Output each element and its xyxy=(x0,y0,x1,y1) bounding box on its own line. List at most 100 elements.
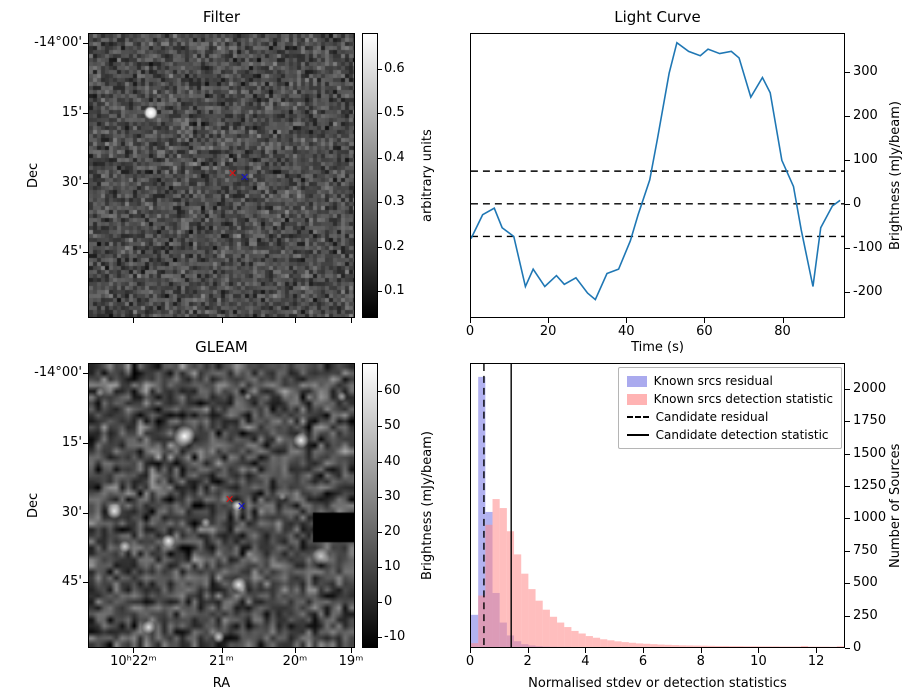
gleam-colorbar-label: Brightness (mJy/beam) xyxy=(420,431,435,580)
tick-mark xyxy=(782,318,784,323)
y-tick-label: 2000 xyxy=(853,380,887,396)
tick-mark xyxy=(221,648,223,653)
dec-tick-label: 30' xyxy=(61,174,82,190)
candidate-marker-red-x: ✕ xyxy=(228,167,238,180)
tick-mark xyxy=(845,518,850,520)
filter-image-plot: ✕ ✕ xyxy=(88,33,355,318)
gleam-sky-image xyxy=(89,364,354,647)
tick-mark xyxy=(294,318,296,323)
tick-mark xyxy=(527,648,529,653)
filter-noise-image xyxy=(89,34,354,317)
tick-mark xyxy=(378,157,382,159)
x-tick-label: 12 xyxy=(807,654,825,669)
tick-mark xyxy=(83,512,88,514)
tick-mark xyxy=(133,648,135,653)
tick-mark xyxy=(378,602,382,604)
tick-mark xyxy=(83,182,88,184)
tick-mark xyxy=(378,291,382,293)
y-tick-label: 750 xyxy=(853,542,878,558)
histogram-x-axis-label: Normalised stdev or detection statistics xyxy=(528,676,787,691)
tick-mark xyxy=(845,648,850,649)
legend-label-candidate-detection: Candidate detection statistic xyxy=(655,428,829,442)
tick-mark xyxy=(83,252,88,254)
legend-dashed-line-icon xyxy=(626,416,649,418)
dec-tick-label: 15' xyxy=(61,434,82,450)
x-tick-label: 10 xyxy=(750,654,767,669)
y-tick-label: 250 xyxy=(853,607,878,623)
tick-mark xyxy=(816,648,818,653)
tick-mark xyxy=(845,615,850,617)
y-tick-label: 0 xyxy=(853,196,862,211)
dec-tick-label: 30' xyxy=(61,504,82,520)
tick-mark xyxy=(845,583,850,585)
legend-item-known-detection: Known srcs detection statistic xyxy=(626,392,833,406)
y-tick-label: 300 xyxy=(853,64,878,80)
colorbar-tick-label: 0.2 xyxy=(384,238,405,254)
tick-mark xyxy=(350,648,352,653)
colorbar-tick-label: 30 xyxy=(384,488,401,504)
tick-mark xyxy=(845,388,850,390)
x-tick-label: 80 xyxy=(774,324,791,339)
colorbar-tick-label: 0.6 xyxy=(384,60,405,76)
legend-patch-detection-icon xyxy=(626,393,647,405)
x-tick-label: 8 xyxy=(696,654,705,669)
candidate-marker-blue-x: ✕ xyxy=(240,171,250,184)
colorbar-tick-label: 0 xyxy=(384,594,393,610)
filter-title: Filter xyxy=(202,8,241,26)
tick-mark xyxy=(83,582,88,584)
tick-mark xyxy=(378,426,382,428)
candidate-marker-blue-x: ✕ xyxy=(237,500,247,513)
tick-mark xyxy=(700,648,702,653)
tick-mark xyxy=(83,112,88,114)
hist-plot-svg xyxy=(471,364,844,647)
tick-mark xyxy=(83,42,88,44)
tick-mark xyxy=(845,72,850,74)
x-tick-label: 60 xyxy=(696,324,713,339)
x-tick-label: 4 xyxy=(581,654,590,669)
tick-mark xyxy=(378,637,382,639)
x-tick-label: 0 xyxy=(465,654,475,669)
legend-patch-residual-icon xyxy=(626,375,647,387)
x-tick-label: 40 xyxy=(617,324,635,339)
tick-mark xyxy=(845,291,850,293)
y-tick-label: -100 xyxy=(853,239,883,255)
tick-mark xyxy=(378,391,382,393)
tick-mark xyxy=(758,648,760,653)
light-curve-title: Light Curve xyxy=(614,8,701,26)
tick-mark xyxy=(643,648,645,653)
y-tick-label: 1500 xyxy=(853,445,887,461)
ra-tick-label: 20ᵐ xyxy=(282,654,308,669)
tick-mark xyxy=(585,648,587,653)
dec-tick-label: 45' xyxy=(61,244,82,260)
tick-mark xyxy=(378,68,382,70)
tick-mark xyxy=(378,202,382,204)
colorbar-tick-label: 20 xyxy=(384,523,401,539)
light-curve-plot xyxy=(470,33,845,318)
colorbar-tick-label: 0.5 xyxy=(384,105,405,121)
y-tick-label: 1000 xyxy=(853,510,887,526)
y-tick-label: 500 xyxy=(853,575,878,591)
light-curve-x-axis-label: Time (s) xyxy=(631,340,684,355)
filter-colorbar xyxy=(362,33,378,318)
legend-label-known-residual: Known srcs residual xyxy=(653,374,773,388)
dec-tick-label: -14°00' xyxy=(34,34,82,50)
y-tick-label: 1750 xyxy=(853,413,887,429)
tick-mark xyxy=(845,550,850,552)
tick-mark xyxy=(133,318,135,323)
tick-mark xyxy=(83,372,88,374)
y-tick-label: 100 xyxy=(853,152,878,168)
ra-tick-label: 21ᵐ xyxy=(209,654,234,669)
x-tick-label: 0 xyxy=(465,324,475,339)
colorbar-tick-label: 40 xyxy=(384,453,401,469)
tick-mark xyxy=(548,318,550,323)
tick-mark xyxy=(378,246,382,248)
dec-tick-label: 15' xyxy=(61,104,82,120)
light-curve-y-axis-label: Brightness (mJy/beam) xyxy=(888,101,903,250)
colorbar-tick-label: 60 xyxy=(384,383,401,399)
x-tick-label: 20 xyxy=(539,324,557,339)
tick-mark xyxy=(378,567,382,569)
x-tick-label: 6 xyxy=(638,654,648,669)
lc-plot-svg xyxy=(471,41,844,301)
tick-mark xyxy=(378,461,382,463)
